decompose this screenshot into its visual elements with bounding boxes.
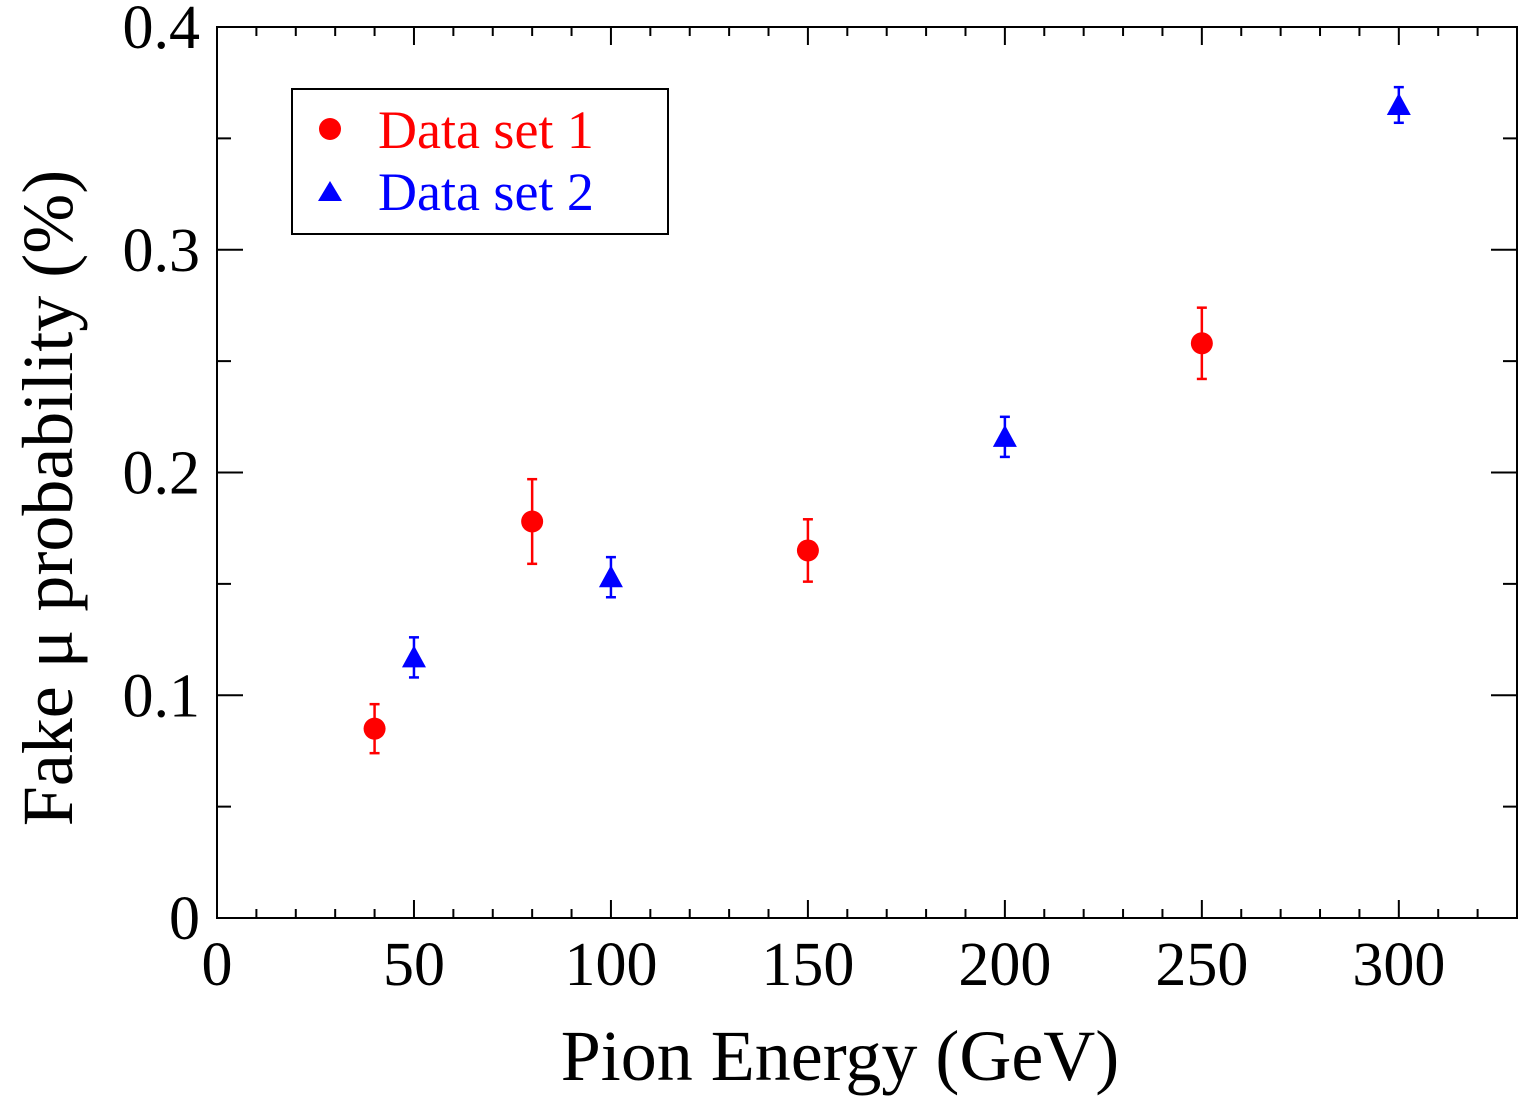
data-point-circle [521, 510, 544, 533]
data-point-circle [1190, 332, 1213, 355]
x-tick-label: 150 [761, 931, 854, 999]
x-axis-label: Pion Energy (GeV) [561, 1016, 1120, 1096]
y-axis-label: Fake μ probability (%) [8, 170, 88, 826]
y-tick-label: 0.2 [123, 440, 201, 508]
data-point-triangle [598, 565, 623, 588]
x-tick-label: 0 [202, 931, 233, 999]
legend-marker-data-set-2 [318, 181, 342, 201]
axis-ticks [216, 26, 1517, 919]
x-tick-label: 200 [958, 931, 1051, 999]
data-marks [363, 85, 1411, 755]
y-tick-label: 0 [169, 885, 200, 953]
series-data-set-2 [401, 85, 1411, 679]
x-tick-label: 300 [1352, 931, 1445, 999]
data-point-triangle [992, 424, 1017, 447]
series-data-set-1 [363, 306, 1213, 755]
x-tick-label: 50 [383, 931, 445, 999]
x-tick-labels: 0 50 100 150 200 250 300 [202, 931, 1446, 999]
data-point-triangle [1386, 92, 1411, 115]
y-tick-labels: 0 0.1 0.2 0.3 0.4 [123, 0, 201, 953]
data-point-triangle [401, 645, 426, 668]
data-point-circle [363, 717, 386, 740]
legend-marker-data-set-1 [319, 118, 341, 140]
y-tick-label: 0.1 [123, 662, 201, 730]
x-tick-label: 250 [1155, 931, 1248, 999]
data-point-circle [796, 539, 819, 562]
y-tick-label: 0.4 [123, 0, 201, 62]
legend-label-data-set-2: Data set 2 [378, 162, 594, 222]
legend-box [291, 88, 669, 235]
legend: Data set 1 Data set 2 [291, 88, 669, 235]
legend-label-data-set-1: Data set 1 [378, 100, 594, 160]
x-tick-label: 100 [564, 931, 657, 999]
y-tick-label: 0.3 [123, 217, 201, 285]
